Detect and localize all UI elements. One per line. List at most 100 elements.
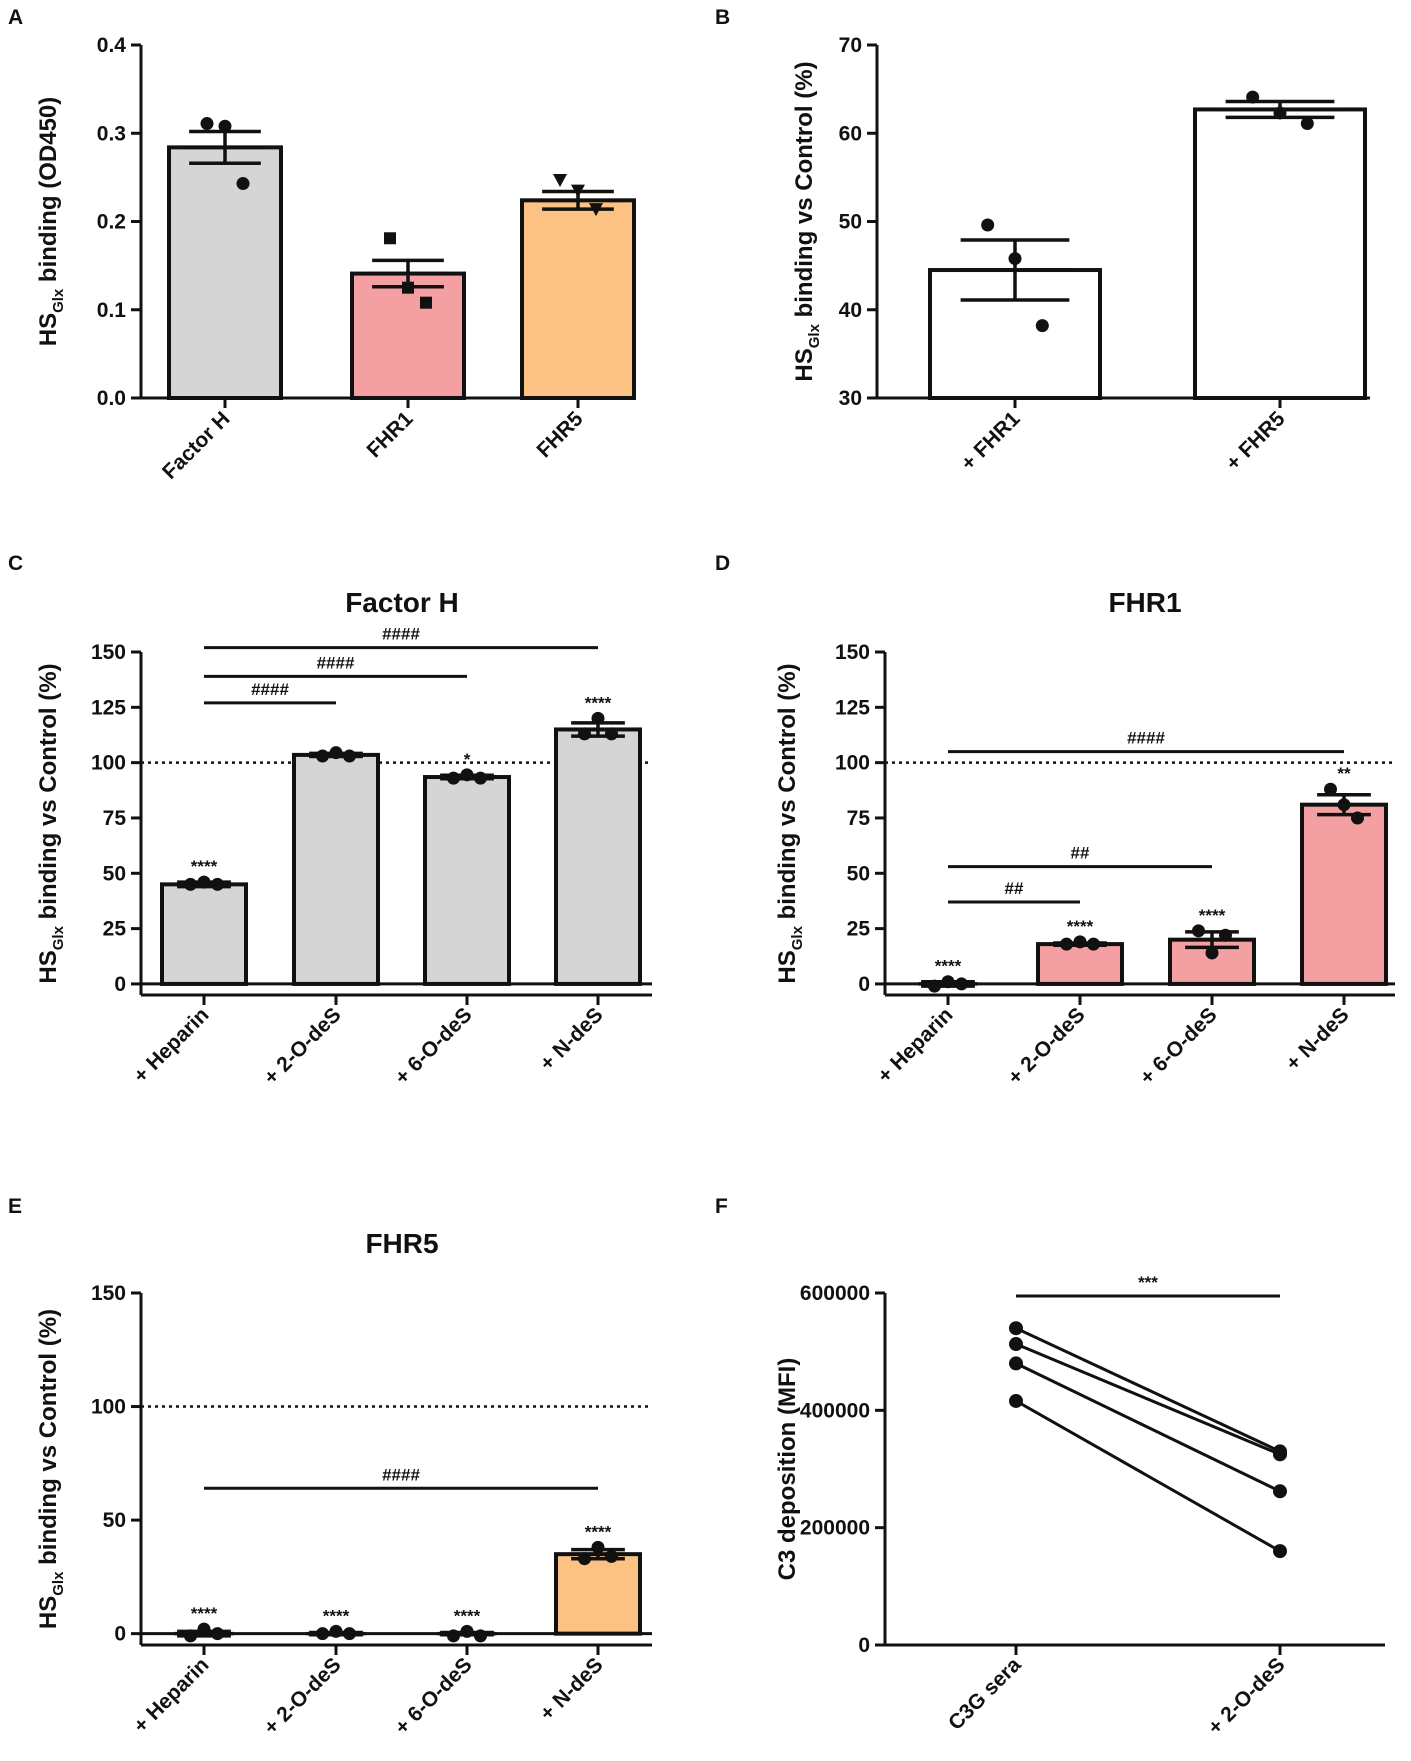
data-point	[1009, 1356, 1023, 1371]
y-tick-label: 100	[835, 752, 870, 775]
data-point	[1351, 811, 1364, 825]
y-tick-label: 0	[114, 973, 126, 996]
y-tick-label: 60	[839, 122, 862, 145]
y-axis-label: HSGlx binding vs Control (%)	[35, 663, 67, 983]
x-category-label: + 2-O-deS	[260, 1003, 346, 1089]
data-point	[1035, 319, 1049, 333]
y-tick-label: 50	[103, 862, 126, 885]
data-point	[460, 1624, 474, 1638]
data-point	[236, 177, 250, 191]
panel-f: F 0 200000 400000 600000 C3 deposition (MFI) C…	[715, 1195, 1385, 1739]
data-point	[589, 203, 603, 217]
y-tick-label: 400000	[800, 1399, 870, 1422]
bar	[928, 268, 1102, 401]
data-point	[211, 1627, 224, 1641]
data-point	[447, 771, 460, 785]
data-point	[316, 1627, 329, 1641]
bracket-label: ##	[1005, 879, 1024, 898]
data-point	[420, 296, 432, 309]
data-point	[591, 711, 605, 725]
y-axis-label: HSGlx binding vs Control (%)	[774, 663, 806, 983]
y-tick-label: 50	[839, 211, 862, 234]
y-tick-label: 150	[91, 1282, 126, 1305]
y-tick-label: 50	[103, 1509, 126, 1532]
data-point	[1219, 928, 1232, 942]
y-tick-label: 0	[858, 1634, 870, 1657]
data-point	[316, 749, 329, 763]
significance-label: ****	[191, 1604, 218, 1623]
data-point	[200, 117, 214, 131]
data-point	[343, 749, 356, 763]
y-tick-label: 30	[839, 387, 862, 410]
x-category-label: + Heparin	[873, 1003, 957, 1087]
significance-label: ****	[585, 693, 612, 712]
data-point	[1192, 924, 1205, 938]
data-point	[447, 1629, 460, 1643]
data-point	[474, 1629, 487, 1643]
series-line	[1015, 1399, 1281, 1553]
data-point	[1009, 1321, 1023, 1336]
significance-label: ****	[585, 1522, 612, 1541]
data-point	[211, 877, 224, 891]
y-tick-label: 125	[835, 696, 870, 719]
y-tick-label: 100	[91, 1396, 126, 1419]
data-point	[928, 979, 941, 993]
x-category-label: + 2-O-deS	[1004, 1003, 1090, 1089]
y-tick-label: 125	[91, 696, 126, 719]
data-point	[553, 174, 567, 188]
series-line	[1015, 1342, 1281, 1456]
significance-label: ****	[1067, 917, 1094, 936]
panel-e: E FHR5 0 50 100 150 HSGlx binding vs Control (…	[8, 1195, 652, 1739]
data-point	[474, 771, 487, 785]
data-point	[1009, 1337, 1023, 1352]
data-point	[329, 1624, 343, 1638]
x-category-label: FHR1	[362, 407, 417, 462]
data-point	[1273, 1544, 1287, 1559]
data-point	[218, 119, 232, 133]
chart-title: FHR5	[365, 1228, 438, 1259]
x-category-label: + N-deS	[1282, 1003, 1354, 1075]
bar	[292, 752, 380, 986]
y-tick-label: 75	[847, 807, 871, 830]
y-tick-label: 0	[858, 973, 870, 996]
y-tick-label: 600000	[800, 1282, 870, 1305]
y-tick-label: 0	[114, 1623, 126, 1646]
panel-b: B 30 40 50 60 70 HSGlx binding vs Control (%) +…	[715, 6, 1370, 475]
data-point	[1246, 90, 1260, 104]
x-category-label: + 2-O-deS	[260, 1653, 346, 1739]
y-axis-label: C3 deposition (MFI)	[774, 1358, 801, 1581]
x-category-label: + Heparin	[129, 1653, 213, 1737]
y-tick-label: 100	[91, 752, 126, 775]
y-tick-label: 0.0	[97, 387, 126, 410]
panel-d: D FHR1 0 25 50 75 100 125 150 HSGlx binding vs Co…	[715, 552, 1395, 1089]
x-category-label: Factor H	[158, 407, 235, 484]
significance-label: ****	[323, 1606, 350, 1625]
significance-label: ****	[454, 1606, 481, 1625]
x-category-label: + FHR5	[1222, 407, 1290, 475]
significance-label: ****	[935, 957, 962, 976]
y-tick-label: 0.4	[97, 34, 127, 57]
bracket-label: ***	[1138, 1273, 1158, 1292]
panel-letter: A	[8, 6, 23, 29]
bar	[554, 727, 642, 986]
data-point	[384, 232, 396, 245]
y-tick-label: 25	[103, 918, 127, 941]
bracket-label: ##	[1071, 844, 1090, 863]
data-point	[1060, 937, 1073, 951]
significance-label: **	[1337, 764, 1351, 783]
x-category-label: C3G sera	[944, 1653, 1026, 1735]
x-category-label: + FHR1	[957, 407, 1025, 475]
data-point	[1008, 252, 1022, 266]
data-point	[1273, 1484, 1287, 1499]
y-tick-label: 200000	[800, 1517, 870, 1540]
data-point	[197, 875, 211, 889]
y-tick-label: 25	[847, 918, 871, 941]
data-point	[955, 977, 968, 991]
data-point	[343, 1627, 356, 1641]
data-point	[941, 975, 955, 989]
bracket-label: ####	[382, 625, 420, 644]
bracket-label: ####	[382, 1465, 420, 1484]
y-tick-label: 0.3	[97, 122, 126, 145]
data-point	[1087, 937, 1100, 951]
